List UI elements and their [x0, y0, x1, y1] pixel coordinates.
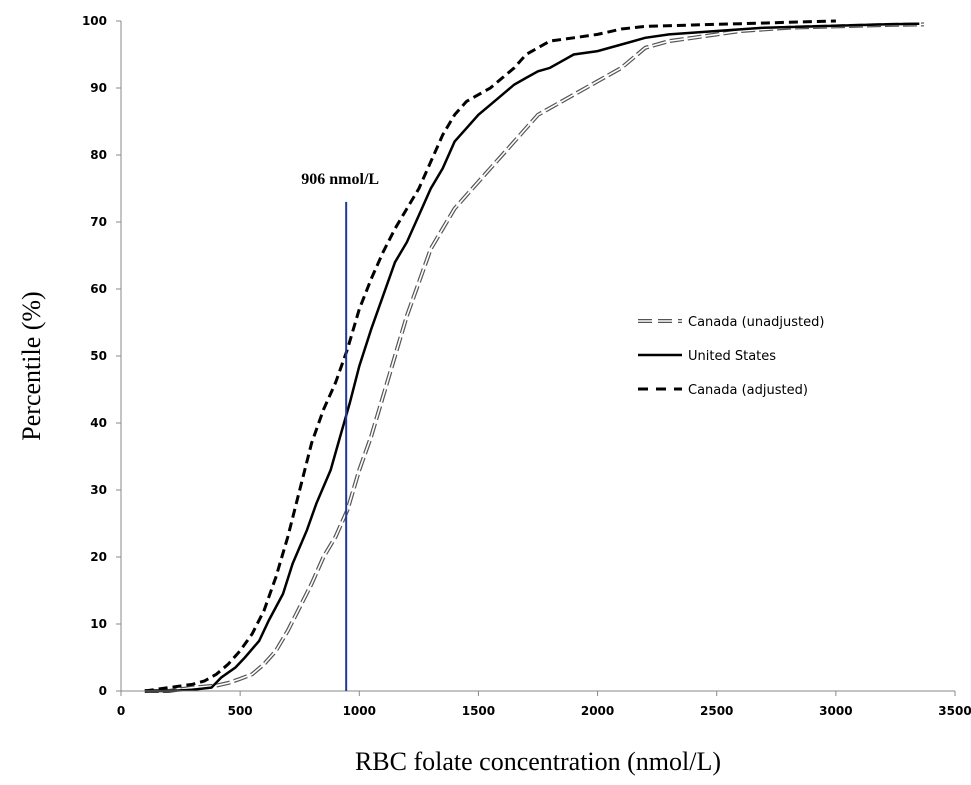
x-tick-label: 1500	[462, 704, 495, 718]
y-tick-label: 60	[90, 282, 107, 296]
legend: Canada (unadjusted) United States Canada (…	[638, 315, 824, 398]
y-axis-title: Percentile (%)	[17, 291, 46, 440]
x-tick-label: 1000	[343, 704, 376, 718]
legend-entry-canada-adjusted: Canada (adjusted)	[638, 383, 808, 398]
reference-line-group: 906 nmol/L	[301, 171, 379, 691]
y-tick-label: 10	[90, 617, 107, 631]
y-tick-label: 90	[90, 81, 107, 95]
series-line-canada-unadjusted	[144, 22, 925, 693]
y-axis-ticks: 0 10 20 30 40 50 60 70 80 90 100	[82, 14, 121, 698]
y-tick-label: 40	[90, 416, 107, 430]
y-tick-label: 50	[90, 349, 107, 363]
series-line-canada-unadjusted-inner	[144, 23, 925, 692]
y-tick-label: 20	[90, 550, 107, 564]
y-tick-label: 80	[90, 148, 107, 162]
y-tick-label: 30	[90, 483, 107, 497]
axes	[120, 21, 955, 692]
legend-entry-united-states: United States	[638, 349, 776, 364]
x-tick-label: 2000	[581, 704, 614, 718]
legend-entry-canada-unadjusted: Canada (unadjusted)	[638, 315, 824, 330]
legend-label: Canada (unadjusted)	[688, 315, 824, 330]
x-tick-label: 500	[228, 704, 253, 718]
x-tick-label: 3500	[938, 704, 971, 718]
legend-label: United States	[688, 349, 776, 364]
series-line-canada-adjusted	[144, 19, 836, 693]
reference-line-label: 906 nmol/L	[301, 171, 379, 188]
series-line-united-states	[144, 22, 920, 693]
x-tick-label: 2500	[700, 704, 733, 718]
x-tick-label: 0	[117, 704, 125, 718]
x-axis-title: RBC folate concentration (nmol/L)	[355, 747, 721, 776]
x-axis-ticks: 0 500 1000 1500 2000 2500 3000 3500	[117, 691, 971, 718]
y-tick-label: 100	[82, 14, 107, 28]
series-line-canada-unadjusted-outer	[144, 22, 925, 693]
plot-lines	[144, 19, 925, 693]
legend-label: Canada (adjusted)	[688, 383, 808, 398]
x-tick-label: 3000	[819, 704, 852, 718]
y-tick-label: 0	[99, 684, 107, 698]
y-tick-label: 70	[90, 215, 107, 229]
